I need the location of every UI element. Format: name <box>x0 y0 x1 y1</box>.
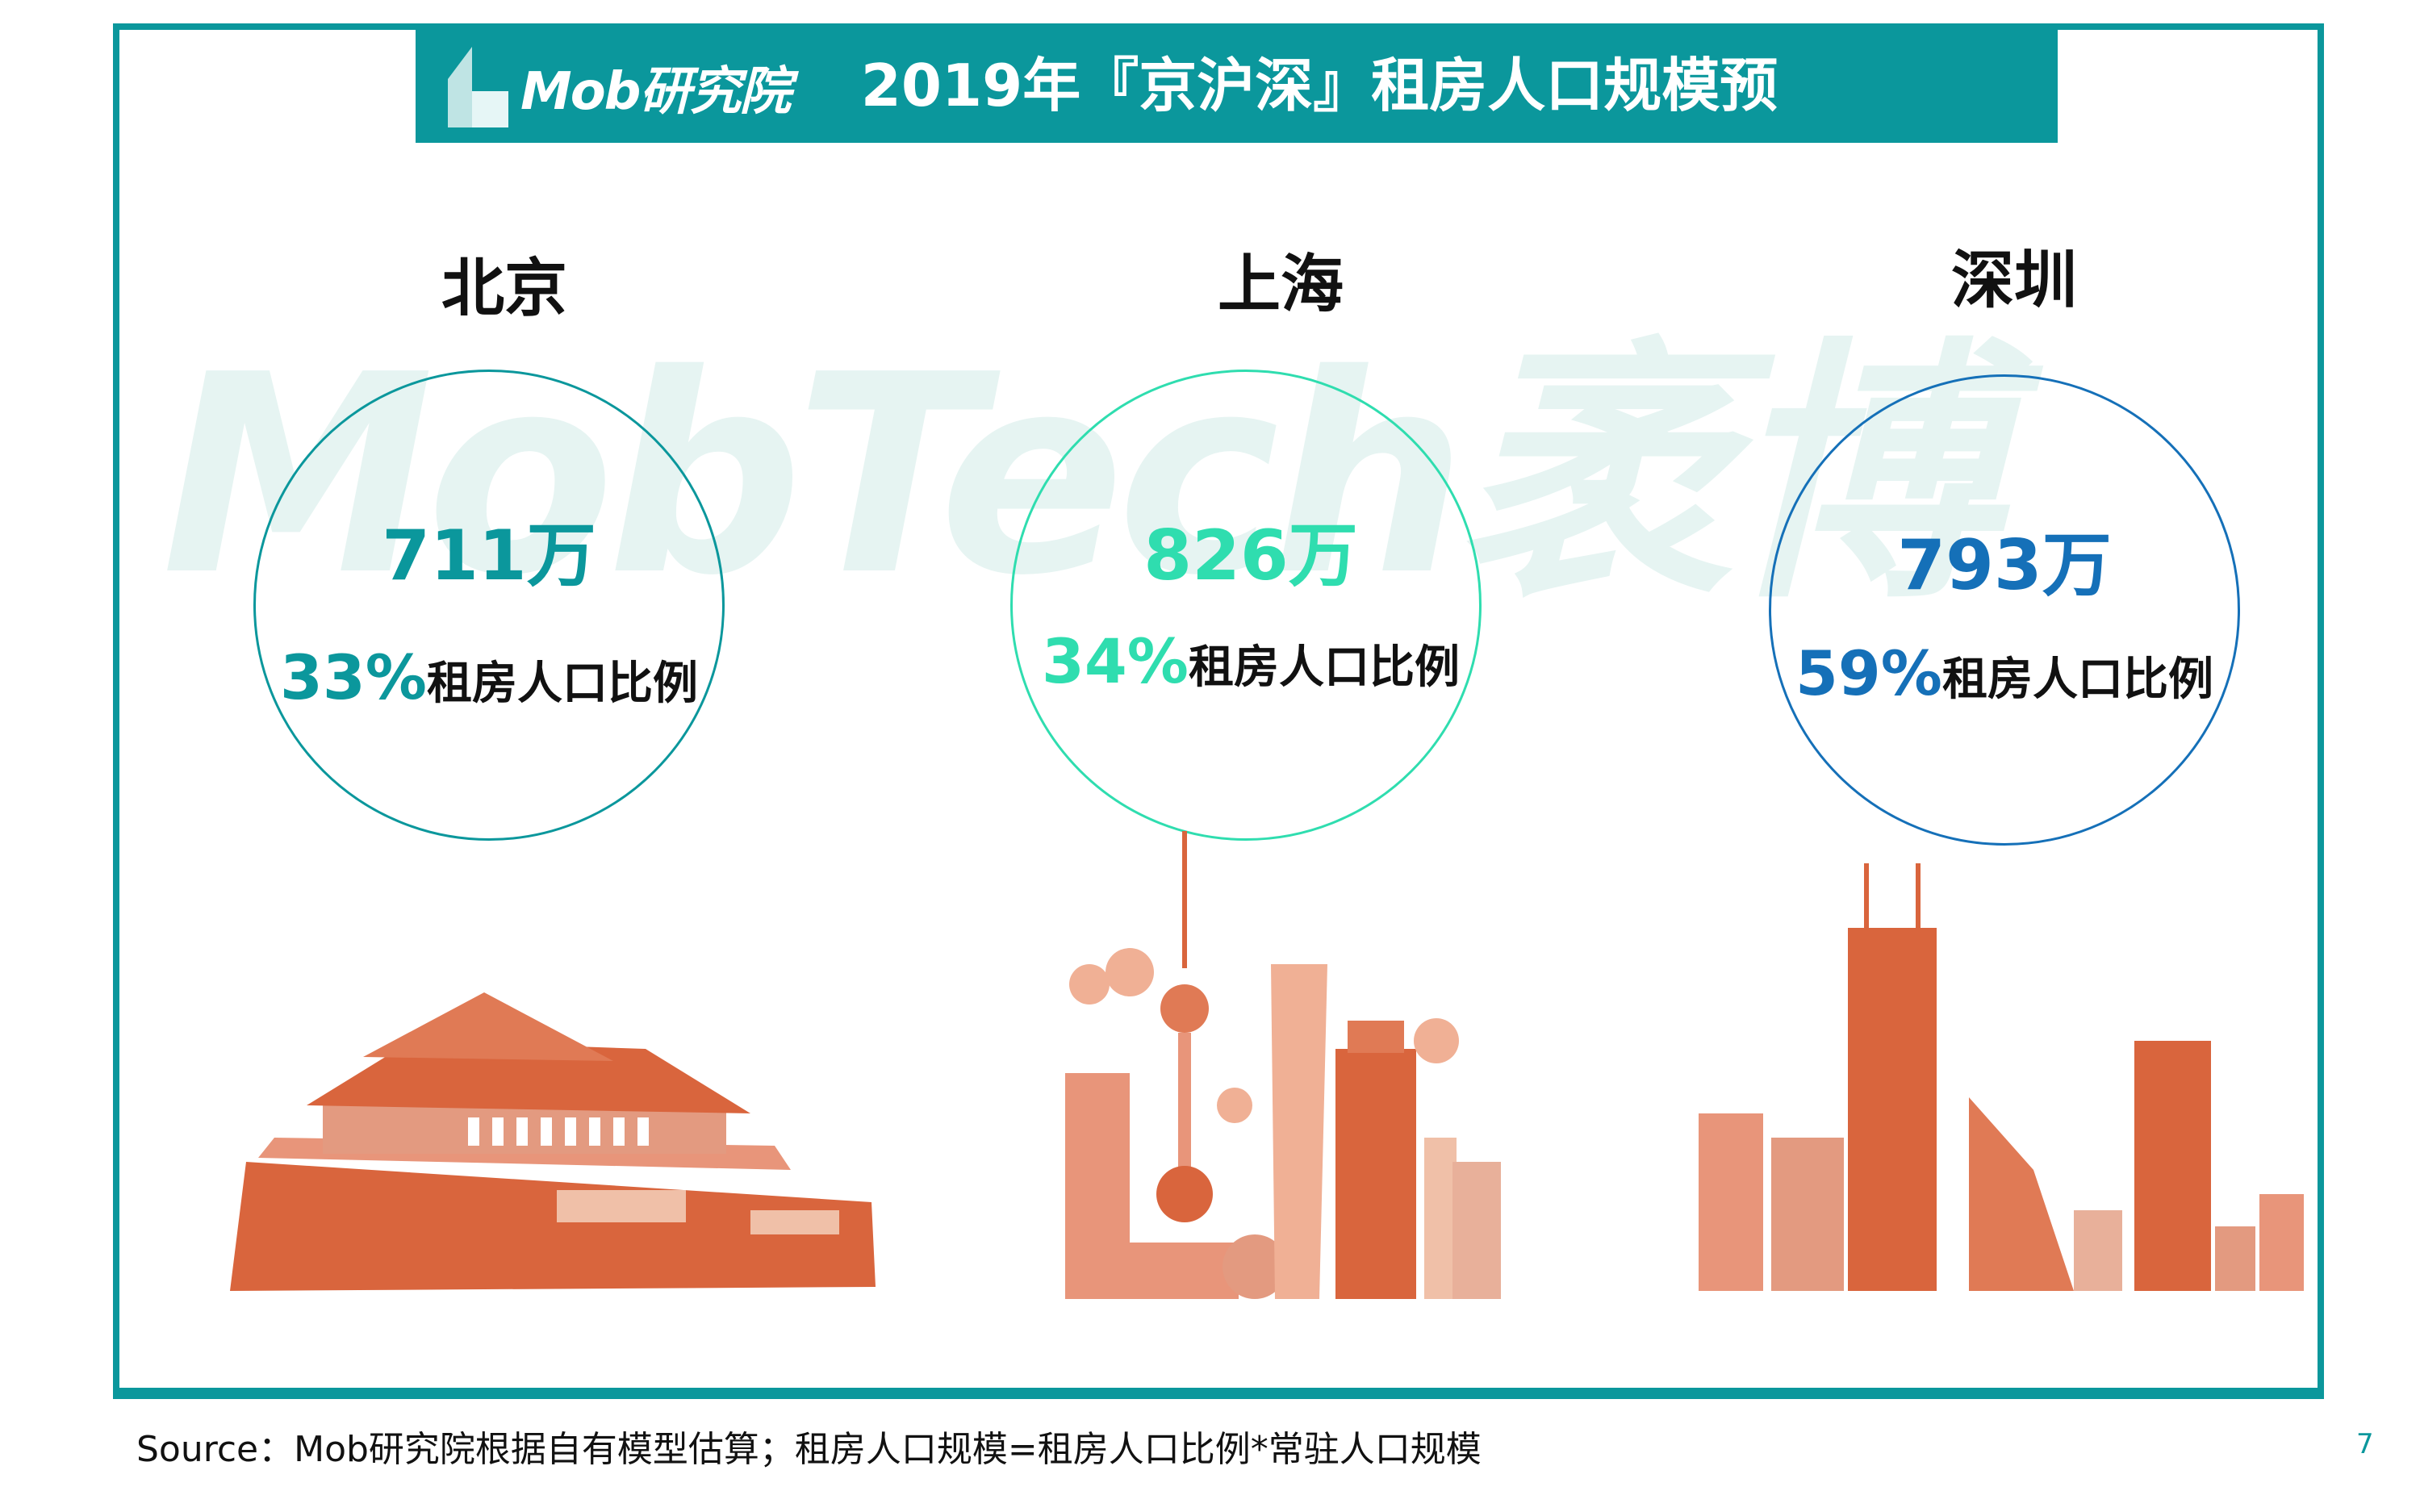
ratio-value: 34% <box>1042 625 1189 697</box>
shenzhen-skyline-illustration <box>1699 863 2304 1291</box>
shanghai-skyline-illustration <box>1065 831 1501 1299</box>
population-beijing: 711万 <box>382 516 596 596</box>
circle-shanghai <box>1010 370 1482 841</box>
population-shenzhen: 793万 <box>1897 525 2112 606</box>
ratio-shanghai: 34%租房人口比例 <box>968 625 1533 697</box>
logo: Mob研究院 <box>440 43 791 132</box>
ratio-label: 租房人口比例 <box>1188 641 1460 694</box>
tiananmen-illustration <box>230 992 876 1291</box>
slide-frame <box>113 23 2324 1399</box>
city-name-beijing: 北京 <box>441 253 567 325</box>
ratio-beijing: 33%租房人口比例 <box>207 641 771 713</box>
ratio-label: 租房人口比例 <box>426 658 698 710</box>
city-name-shanghai: 上海 <box>1217 249 1344 321</box>
ratio-value: 33% <box>280 641 427 713</box>
logo-text: Mob研究院 <box>520 62 791 122</box>
population-shanghai: 826万 <box>1143 516 1358 596</box>
ratio-value: 59% <box>1795 637 1942 709</box>
page-title: 2019年『京沪深』租房人口规模预估 <box>860 52 1778 234</box>
circle-shenzhen <box>1769 374 2240 846</box>
ratio-label: 租房人口比例 <box>1941 654 2213 706</box>
ratio-shenzhen: 59%租房人口比例 <box>1722 637 2287 709</box>
logo-building-icon <box>448 47 508 127</box>
header-bar: Mob研究院 2019年『京沪深』租房人口规模预估 <box>416 28 2058 234</box>
circle-beijing <box>253 370 725 841</box>
city-name-shenzhen: 深圳 <box>1950 244 2077 317</box>
page-number: 7 <box>2356 1428 2374 1460</box>
source-note: Source：Mob研究院根据自有模型估算；租房人口规模=租房人口比例*常驻人口… <box>136 1429 1482 1470</box>
